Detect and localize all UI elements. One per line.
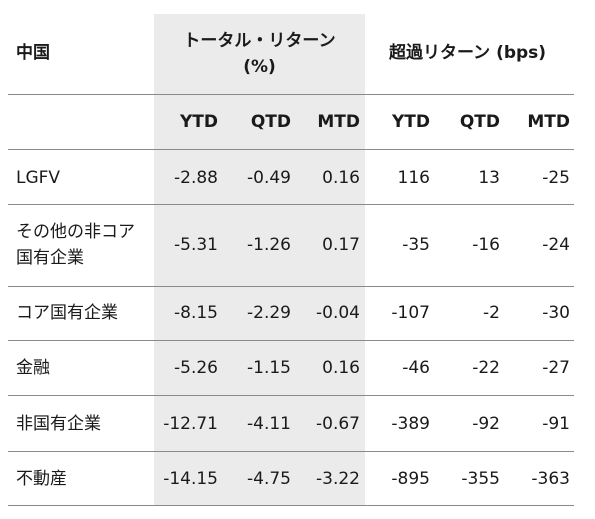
cell-excess-mtd: -25 — [542, 168, 570, 188]
cell-excess-mtd: -363 — [531, 469, 570, 489]
cell-excess-qtd: 13 — [478, 168, 500, 188]
cell-total-mtd: -0.67 — [316, 414, 360, 434]
cell-total-mtd: -3.22 — [316, 469, 360, 489]
row-label: コア国有企業 — [16, 303, 118, 323]
subheader-excess-qtd: QTD — [459, 112, 500, 132]
table-bottom-border — [8, 505, 574, 506]
cell-excess-ytd: -35 — [402, 235, 430, 255]
cell-total-qtd: -1.15 — [247, 358, 291, 378]
row-label: 不動産 — [16, 469, 67, 489]
cell-total-qtd: -4.75 — [247, 469, 291, 489]
cell-total-ytd: -5.26 — [174, 358, 218, 378]
cell-excess-mtd: -91 — [542, 414, 570, 434]
row-divider — [8, 451, 574, 452]
corner-label: 中国 — [16, 43, 50, 63]
cell-total-mtd: 0.16 — [322, 358, 360, 378]
row-divider — [8, 286, 574, 287]
group-header-total-return: トータル・リターン — [183, 31, 336, 51]
row-divider — [8, 340, 574, 341]
cell-excess-qtd: -92 — [472, 414, 500, 434]
cell-total-ytd: -14.15 — [163, 469, 218, 489]
cell-total-mtd: 0.17 — [322, 235, 360, 255]
row-label-line1: その他の非コア — [16, 222, 135, 242]
row-label-line2: 国有企業 — [16, 248, 84, 268]
row-label: LGFV — [16, 168, 61, 188]
subheader-excess-ytd: YTD — [391, 112, 430, 132]
cell-excess-qtd: -16 — [472, 235, 500, 255]
cell-total-qtd: -1.26 — [247, 235, 291, 255]
subheader-divider — [8, 149, 574, 150]
cell-total-ytd: -5.31 — [174, 235, 218, 255]
cell-total-ytd: -2.88 — [174, 168, 218, 188]
cell-excess-qtd: -2 — [483, 303, 500, 323]
cell-excess-mtd: -24 — [542, 235, 570, 255]
group-header-total-return-unit: (%) — [243, 57, 276, 77]
cell-excess-qtd: -355 — [461, 469, 500, 489]
row-divider — [8, 395, 574, 396]
cell-excess-ytd: -389 — [391, 414, 430, 434]
total-return-column-shading — [154, 14, 365, 505]
subheader-total-qtd: QTD — [250, 112, 291, 132]
subheader-total-mtd: MTD — [317, 112, 360, 132]
cell-excess-mtd: -30 — [542, 303, 570, 323]
cell-total-qtd: -0.49 — [247, 168, 291, 188]
cell-total-mtd: -0.04 — [316, 303, 360, 323]
group-header-excess-return: 超過リターン (bps) — [389, 43, 547, 63]
subheader-excess-mtd: MTD — [527, 112, 570, 132]
cell-excess-ytd: 116 — [397, 168, 430, 188]
subheader-total-ytd: YTD — [179, 112, 218, 132]
row-label: 金融 — [16, 358, 50, 378]
cell-excess-ytd: -107 — [391, 303, 430, 323]
cell-excess-mtd: -27 — [542, 358, 570, 378]
header-divider — [8, 94, 574, 95]
cell-total-qtd: -2.29 — [247, 303, 291, 323]
cell-excess-ytd: -46 — [402, 358, 430, 378]
cell-total-ytd: -8.15 — [174, 303, 218, 323]
cell-excess-qtd: -22 — [472, 358, 500, 378]
cell-total-mtd: 0.16 — [322, 168, 360, 188]
row-divider — [8, 204, 574, 205]
cell-excess-ytd: -895 — [391, 469, 430, 489]
cell-total-ytd: -12.71 — [163, 414, 218, 434]
cell-total-qtd: -4.11 — [247, 414, 291, 434]
row-label: 非国有企業 — [16, 414, 101, 434]
